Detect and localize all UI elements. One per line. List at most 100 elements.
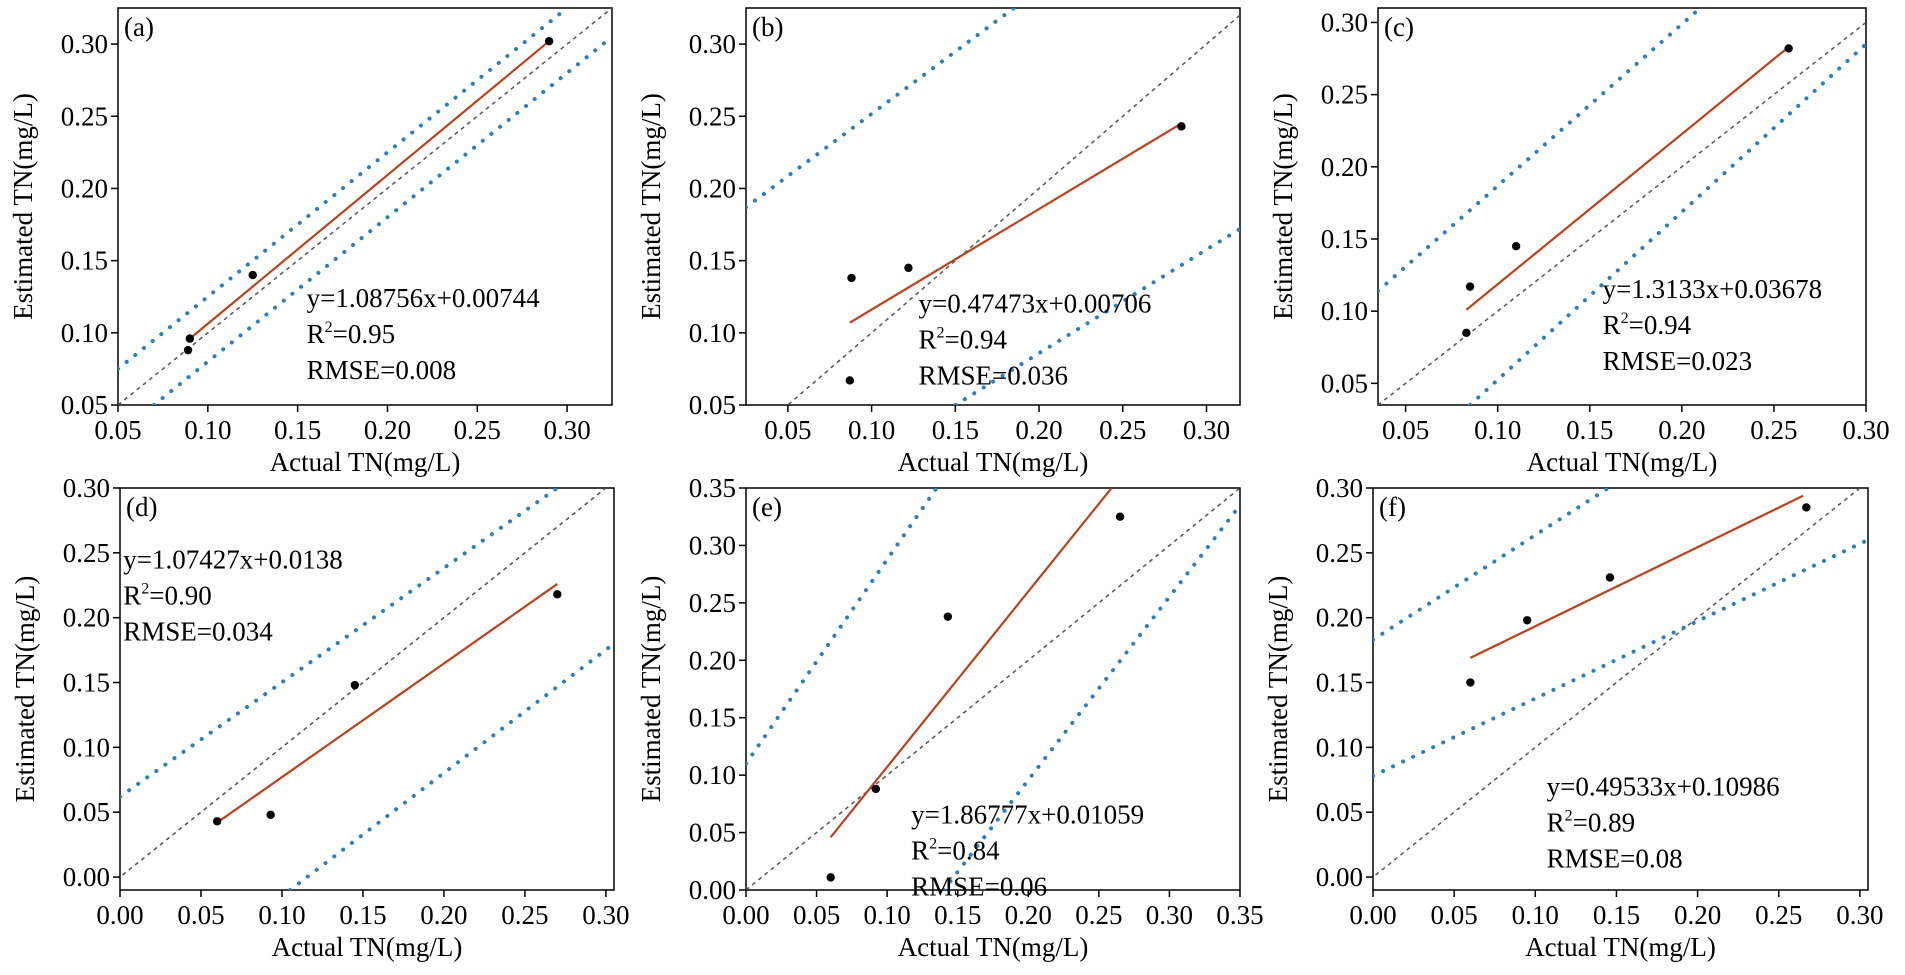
chart-panel-c: 0.05 0.10 0.15 0.20 0.25 0.30 0.05 0.10 0.15 0.20…: [1268, 7, 1890, 477]
y-tick-label: 0.15: [61, 246, 108, 276]
y-tick-label: 0.30: [63, 473, 110, 503]
r-squared-exponent: 2: [1621, 310, 1629, 327]
r-squared-exponent: 2: [141, 580, 149, 597]
r-squared-symbol: R: [1603, 310, 1621, 340]
data-point: [1177, 122, 1186, 131]
x-tick-label: 0.20: [1005, 900, 1052, 930]
y-tick-label: 0.10: [63, 732, 110, 762]
x-axis-label: Actual TN(mg/L): [1525, 932, 1716, 962]
x-axis-label: Actual TN(mg/L): [898, 932, 1089, 962]
y-tick-label: 0.05: [689, 818, 736, 848]
y-tick-label: 0.10: [1321, 296, 1368, 326]
rmse-value: RMSE=0.008: [307, 355, 457, 385]
data-point: [1802, 503, 1811, 512]
regression-equation: y=0.47473x+0.00706: [918, 289, 1151, 319]
r-squared: R2=0.94: [1603, 310, 1692, 340]
y-tick-label: 0.10: [689, 760, 736, 790]
regression-equation: y=0.49533x+0.10986: [1547, 771, 1780, 801]
x-tick-label: 0.15: [274, 415, 321, 445]
upper-prediction-band: [746, 8, 1016, 210]
x-tick-label: 0.05: [1431, 900, 1478, 930]
x-tick-label: 0.10: [848, 415, 895, 445]
x-axis-label: Actual TN(mg/L): [898, 447, 1089, 477]
rmse-value: RMSE=0.06: [911, 871, 1047, 901]
upper-prediction-band: [1378, 8, 1703, 293]
y-axis-label: Estimated TN(mg/L): [8, 93, 38, 320]
lower-prediction-band: [941, 503, 1240, 890]
y-tick-label: 0.15: [689, 703, 736, 733]
x-tick-label: 0.30: [1836, 900, 1883, 930]
lower-prediction-band: [1468, 42, 1866, 405]
x-tick-label: 0.05: [764, 415, 811, 445]
x-axis-label: Actual TN(mg/L): [1527, 447, 1718, 477]
y-tick-label: 0.15: [1321, 224, 1368, 254]
x-tick-label: 0.30: [582, 900, 629, 930]
fit-line: [189, 40, 550, 340]
data-point: [1605, 573, 1615, 582]
r-squared-value: =0.90: [149, 580, 211, 610]
x-tick-label: 0.20: [364, 415, 411, 445]
data-point: [845, 376, 855, 385]
regression-equation: y=1.08756x+0.00744: [307, 283, 540, 313]
data-point: [826, 873, 835, 882]
y-axis-label: Estimated TN(mg/L): [1268, 93, 1298, 320]
r-squared-value: =0.94: [944, 325, 1007, 355]
y-tick-label: 0.05: [63, 797, 110, 827]
one-to-one-line: [118, 8, 612, 405]
x-tick-label: 0.05: [94, 415, 141, 445]
x-tick-label: 0.20: [1658, 415, 1705, 445]
y-tick-label: 0.10: [1316, 732, 1363, 762]
data-point: [544, 37, 554, 46]
plot-frame: [745, 487, 1241, 891]
r-squared-exponent: 2: [929, 835, 937, 852]
y-axis-label: Estimated TN(mg/L): [10, 576, 40, 803]
plot-frame: [119, 487, 615, 891]
fit-line: [849, 122, 1182, 324]
plot-area: [118, 8, 612, 405]
r-squared: R2=0.95: [307, 319, 396, 349]
x-tick-label: 0.25: [1099, 415, 1146, 445]
data-point: [248, 270, 257, 280]
chart-panel-e: 0.00 0.05 0.10 0.15 0.20 0.25 0.30 0.35 0.00 0.05…: [636, 473, 1264, 962]
r-squared: R2=0.94: [918, 325, 1007, 355]
x-tick-label: 0.05: [793, 900, 840, 930]
plot-area: [1378, 8, 1866, 405]
x-tick-label: 0.35: [1216, 900, 1263, 930]
x-tick-label: 0.30: [1842, 415, 1889, 445]
y-tick-label: 0.05: [1316, 797, 1363, 827]
data-point: [943, 612, 953, 621]
data-point: [1462, 328, 1471, 338]
y-tick-label: 0.25: [61, 101, 108, 131]
data-point: [212, 817, 222, 826]
panel-label: (a): [124, 12, 154, 42]
x-tick-label: 0.10: [1474, 415, 1521, 445]
one-to-one-line: [120, 488, 608, 878]
y-axis-label: Estimated TN(mg/L): [636, 576, 666, 803]
r-squared-value: =0.94: [1629, 310, 1692, 340]
r-squared-symbol: R: [1547, 807, 1565, 837]
x-tick-label: 0.15: [932, 415, 979, 445]
x-tick-label: 0.15: [339, 900, 386, 930]
x-tick-label: 0.15: [1593, 900, 1640, 930]
panel-label: (c): [1384, 12, 1414, 42]
x-tick-label: 0.25: [1075, 900, 1122, 930]
upper-prediction-band: [120, 488, 560, 799]
one-to-one-line: [1378, 21, 1866, 405]
y-tick-label: 0.20: [1321, 152, 1368, 182]
x-tick-label: 0.30: [1183, 415, 1230, 445]
panel-label: (d): [126, 492, 157, 522]
x-tick-label: 0.25: [1755, 900, 1802, 930]
x-tick-label: 0.20: [1015, 415, 1062, 445]
panel-label: (f): [1379, 492, 1406, 522]
r-squared-symbol: R: [911, 835, 929, 865]
lower-prediction-band: [288, 641, 614, 890]
plot-frame: [1377, 7, 1867, 406]
y-tick-label: 0.15: [1316, 668, 1363, 698]
x-tick-label: 0.10: [1512, 900, 1559, 930]
y-axis-label: Estimated TN(mg/L): [636, 93, 666, 320]
data-point: [1522, 616, 1532, 625]
x-tick-label: 0.00: [1349, 900, 1396, 930]
y-tick-label: 0.20: [689, 173, 736, 203]
y-tick-label: 0.00: [1316, 862, 1363, 892]
